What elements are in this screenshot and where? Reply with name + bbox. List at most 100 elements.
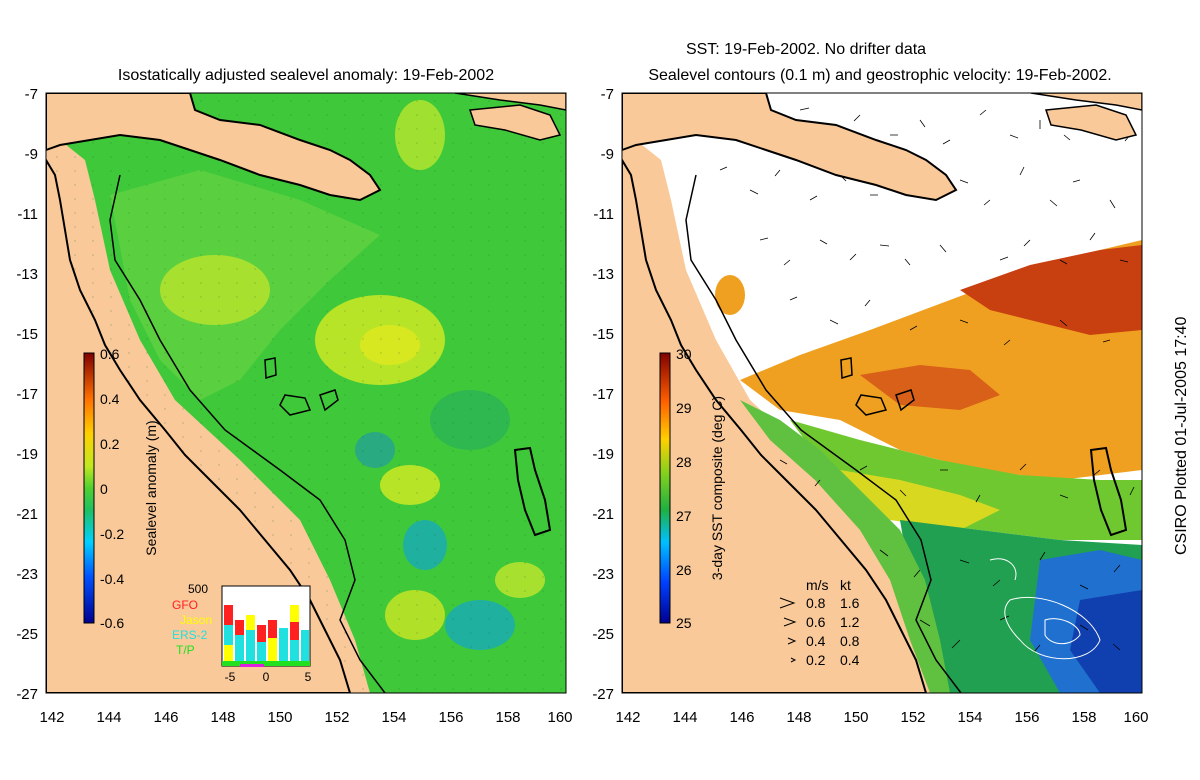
sst-cold-core [1070, 590, 1142, 693]
lat-tick: -19 [16, 446, 38, 463]
lon-tick: 152 [900, 709, 925, 726]
lon-tick: 144 [96, 709, 121, 726]
reef-shelf-line [109, 174, 386, 693]
colorbar-tick: 30 [676, 346, 692, 362]
lat-tick: -21 [592, 506, 614, 523]
colorbar-tick: 28 [676, 454, 692, 470]
inset-baseline [222, 661, 310, 666]
reef-shelf-line [685, 174, 962, 693]
velocity-legend-ms: 0.2 [806, 652, 826, 668]
velocity-arrow-symbol [783, 617, 797, 627]
lat-tick: -25 [592, 626, 614, 643]
velocity-legend-kt: 1.6 [840, 595, 860, 611]
inset-bar [257, 642, 266, 661]
lon-tick: 158 [1071, 709, 1096, 726]
colorbar-label: 3-day SST composite (deg C) [709, 396, 725, 580]
colorbar-tick: 29 [676, 400, 692, 416]
inset-bar [224, 645, 233, 661]
lon-tick: 148 [786, 709, 811, 726]
lat-tick: -7 [601, 86, 614, 103]
island [454, 93, 566, 111]
colorbar-tick: 0 [100, 481, 108, 497]
lon-tick: 152 [324, 709, 349, 726]
island [468, 104, 562, 141]
lon-tick: 150 [843, 709, 868, 726]
velocity-arrow-symbol [787, 637, 797, 645]
velocity-legend-ms: 0.4 [806, 633, 826, 649]
legend-ers2: ERS-2 [172, 628, 208, 642]
lat-tick: -17 [16, 386, 38, 403]
colorbar-tick: 0.4 [100, 391, 120, 407]
lon-tick: 144 [672, 709, 697, 726]
velocity-legend-kt: 1.2 [840, 614, 860, 630]
island [855, 394, 888, 416]
inset-bar [301, 630, 309, 661]
lat-tick: -23 [592, 566, 614, 583]
left-title: Isostatically adjusted sealevel anomaly:… [118, 67, 494, 84]
colorbar-tick: 0.2 [100, 436, 120, 452]
lon-tick: 142 [39, 709, 64, 726]
island [264, 357, 277, 379]
lat-tick: -15 [592, 326, 614, 343]
right-panel: SST: 19-Feb-2002. No drifter data Sealev… [592, 41, 1148, 726]
velocity-legend-kt-header: kt [840, 577, 851, 593]
lat-tick: -21 [16, 506, 38, 523]
inset-x-tick: 5 [305, 670, 312, 684]
lon-tick: 146 [153, 709, 178, 726]
papua-coast [622, 93, 958, 202]
colorbar-scale [83, 352, 95, 624]
velocity-legend: m/s kt 0.8 1.6 0.6 1.2 0.4 0.8 0.2 0.4 [779, 577, 860, 668]
right-lon-axis: 142 144 146 148 150 152 154 156 158 160 [615, 709, 1148, 726]
velocity-legend-ms: 0.8 [806, 595, 826, 611]
lat-tick: -11 [17, 206, 38, 223]
velocity-legend-kt: 0.8 [840, 633, 860, 649]
sst-map [622, 93, 1142, 693]
colorbar-tick: -0.6 [100, 615, 124, 631]
right-title-line1: SST: 19-Feb-2002. No drifter data [686, 41, 926, 58]
lon-tick: 154 [381, 709, 406, 726]
left-panel: Isostatically adjusted sealevel anomaly:… [16, 67, 572, 726]
lon-tick: 142 [615, 709, 640, 726]
colorbar-tick: 25 [676, 615, 692, 631]
credit-text: CSIRO Plotted 01-Jul-2005 17:40 [1173, 317, 1190, 555]
lat-tick: -23 [16, 566, 38, 583]
legend-tp: T/P [176, 643, 195, 657]
sst-hot-core [860, 365, 1000, 410]
inset-x-tick: -5 [225, 670, 236, 684]
lat-tick: -7 [25, 86, 38, 103]
lon-tick: 160 [1123, 709, 1148, 726]
sst-coastal-strip [740, 400, 950, 693]
colorbar-tick: 0.6 [100, 346, 120, 362]
colorbar-label: Sealevel anomaly (m) [143, 420, 159, 555]
lat-tick: -17 [592, 386, 614, 403]
island [895, 389, 915, 412]
lat-tick: -9 [25, 146, 38, 163]
legend-jason: Jason [180, 613, 212, 627]
australia-coast [46, 158, 352, 693]
australia-coast [622, 158, 928, 693]
lon-tick: 146 [729, 709, 754, 726]
papua-coast [46, 93, 382, 202]
island [1044, 104, 1138, 141]
inset-bar [279, 628, 288, 661]
island [1030, 93, 1142, 111]
island [840, 357, 853, 379]
island [513, 446, 552, 537]
right-map-frame [621, 92, 1143, 694]
lon-tick: 156 [1014, 709, 1039, 726]
sealevel-contours [989, 558, 1101, 660]
sst-colorbar: 30 29 28 27 26 25 3-day SST composite (d… [659, 346, 725, 631]
velocity-arrows [719, 107, 1135, 653]
island [279, 394, 312, 416]
colorbar-tick: -0.2 [100, 526, 124, 542]
velocity-legend-ms: 0.6 [806, 614, 826, 630]
island [1089, 446, 1128, 537]
velocity-legend-kt: 0.4 [840, 652, 860, 668]
inset-x-tick: 0 [263, 670, 270, 684]
lat-tick: -11 [593, 206, 614, 223]
lon-tick: 156 [438, 709, 463, 726]
lat-tick: -25 [16, 626, 38, 643]
lon-tick: 154 [957, 709, 982, 726]
lat-tick: -13 [592, 266, 614, 283]
